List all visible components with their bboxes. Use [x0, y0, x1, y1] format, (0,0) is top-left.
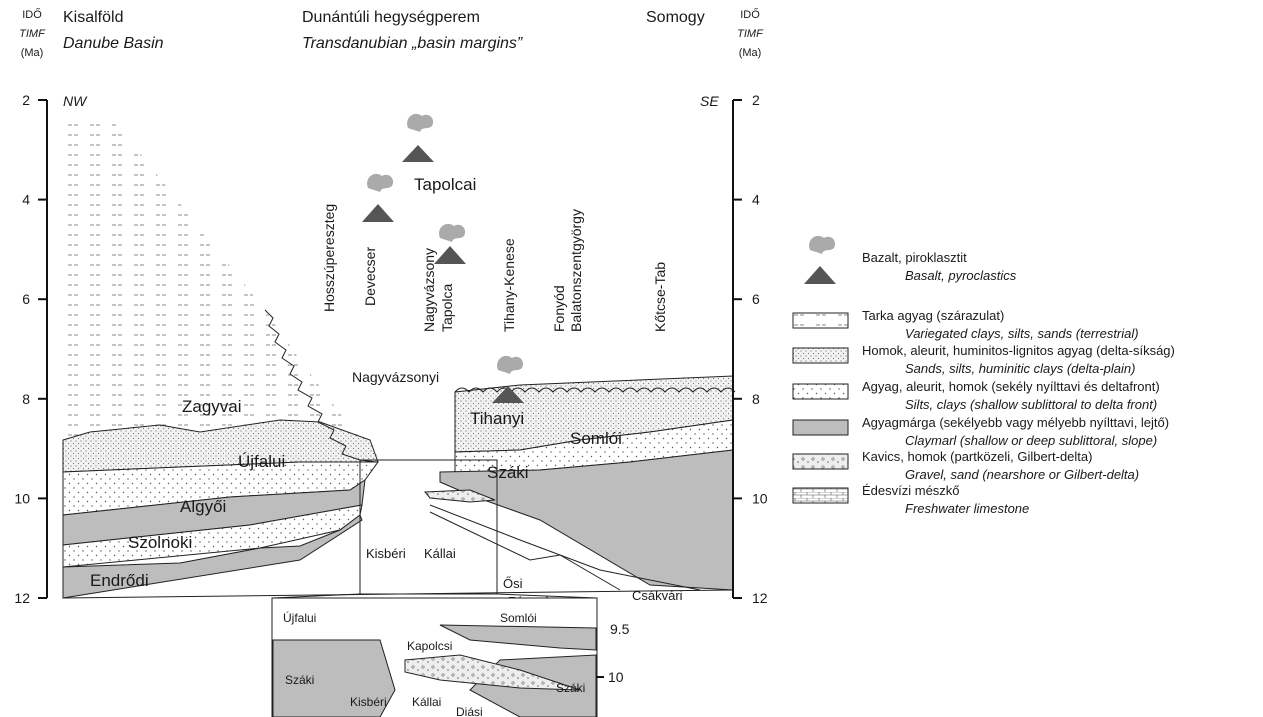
legend-swatch	[793, 348, 848, 363]
axis-label: IDŐ	[740, 7, 760, 21]
tick-label: 4	[22, 192, 30, 208]
legend-label-en: Silts, clays (shallow sublittoral to del…	[905, 397, 1157, 412]
legend-label-en: Variegated clays, silts, sands (terrestr…	[905, 326, 1139, 341]
tick-label: 10	[752, 490, 768, 506]
legend-swatch	[793, 454, 848, 469]
volcano	[402, 114, 434, 162]
legend-label: Agyag, aleurit, homok (sekély nyílttavi …	[862, 379, 1160, 394]
formation-label: Újfalui	[238, 452, 285, 471]
formation-label: Zagyvai	[182, 397, 242, 416]
formation-label: Szolnoki	[128, 533, 192, 552]
tick-label: 8	[22, 391, 30, 407]
axis-unit: (Ma)	[21, 47, 44, 59]
legend-swatch	[793, 488, 848, 503]
direction-label: SE	[700, 93, 719, 109]
legend-label-en: Claymarl (shallow or deep sublittoral, s…	[905, 433, 1157, 448]
axis-label: TIMF	[19, 28, 46, 40]
legend-label-en: Freshwater limestone	[905, 501, 1029, 516]
locality: Balatonszentgyörgy	[568, 209, 584, 332]
axis-label: IDŐ	[22, 7, 42, 21]
legend-text: Bazalt, piroklasztit Basalt, pyroclastics…	[862, 250, 1175, 516]
tick-label: 6	[752, 291, 760, 307]
locality: Nagyvázsony	[421, 248, 437, 332]
tick-label: 8	[752, 391, 760, 407]
inset-label: Kapolcsi	[407, 639, 452, 653]
inset: Újfalui Somlói Kapolcsi Száki Kisbéri Ká…	[272, 598, 630, 717]
locality: Hosszúpereszteg	[321, 204, 337, 312]
inset-label: Somlói	[500, 611, 537, 625]
legend-label: Tarka agyag (szárazulat)	[862, 308, 1004, 323]
legend-label: Homok, aleurit, huminitos-lignitos agyag…	[862, 343, 1175, 358]
legend-label-en: Gravel, sand (nearshore or Gilbert-delta…	[905, 467, 1139, 482]
legend-swatch	[793, 313, 848, 328]
formation-label: Kállai	[424, 546, 456, 561]
inset-label: Újfalui	[283, 610, 316, 625]
legend-swatch	[793, 384, 848, 399]
formation-label: Algyői	[180, 497, 226, 516]
region-title: Dunántúli hegységperem	[302, 9, 480, 26]
legend-label: Édesvízi mészkő	[862, 483, 960, 498]
formation-label: Endrődi	[90, 571, 149, 590]
axis-label: TIMF	[737, 28, 764, 40]
right-axis-label: IDŐ TIMF (Ma)	[737, 7, 764, 59]
legend-label-en: Sands, silts, huminitic clays (delta-pla…	[905, 361, 1135, 376]
left-axis-label: IDŐ TIMF (Ma)	[19, 7, 46, 59]
tick-label: 2	[22, 92, 30, 108]
localities: Hosszúpereszteg Devecser Nagyvázsony Tap…	[321, 204, 668, 332]
formation-label: Száki	[487, 463, 529, 482]
legend-symbol	[804, 236, 836, 284]
inset-label: Kisbéri	[350, 695, 387, 709]
region-subtitle: Transdanubian „basin margins”	[302, 35, 523, 52]
region-title: Kisalföld	[63, 9, 123, 26]
formation-label: Nagyvázsonyi	[352, 369, 439, 385]
tick-label: 2	[752, 92, 760, 108]
locality: Tapolca	[439, 284, 455, 332]
axis-unit: (Ma)	[739, 47, 762, 59]
formation-label: Tihanyi	[470, 409, 524, 428]
direction-label: NW	[63, 93, 88, 109]
inset-label: Kállai	[412, 695, 441, 709]
formation-label: Ősi	[503, 576, 523, 591]
locality: Kőtcse-Tab	[652, 262, 668, 332]
legend-label: Kavics, homok (partközeli, Gilbert-delta…	[862, 449, 1092, 464]
volcano	[434, 224, 466, 264]
tick-label: 12	[752, 590, 768, 606]
locality: Tihany-Kenese	[501, 238, 517, 332]
formation-label: Csákvári	[632, 588, 683, 603]
volcanoes	[362, 114, 524, 403]
volcano	[362, 174, 394, 222]
tick-label: 10	[14, 490, 30, 506]
legend-label: Agyagmárga (sekélyebb vagy mélyebb nyílt…	[862, 415, 1169, 430]
tick-label: 12	[14, 590, 30, 606]
strata	[63, 118, 735, 598]
inset-tick: 9.5	[610, 621, 630, 637]
stratum-claymarl	[440, 450, 733, 590]
diagram: Kisalföld Danube Basin Dunántúli hegység…	[0, 0, 1263, 717]
legend-swatch	[793, 420, 848, 435]
locality: Fonyód	[551, 285, 567, 332]
region-title: Somogy	[646, 9, 705, 26]
inset-label: Száki	[285, 673, 314, 687]
region-subtitle: Danube Basin	[63, 35, 164, 52]
inset-tick: 10	[608, 669, 624, 685]
legend-label: Bazalt, piroklasztit	[862, 250, 967, 265]
inset-label: Száki	[556, 681, 585, 695]
inset-label: Diási	[456, 705, 483, 717]
formation-label: Somlói	[570, 429, 622, 448]
tick-label: 6	[22, 291, 30, 307]
tick-label: 4	[752, 192, 760, 208]
locality: Devecser	[362, 247, 378, 306]
legend: Bazalt, piroklasztit Basalt, pyroclastics…	[793, 236, 1175, 516]
legend-label-en: Basalt, pyroclastics	[905, 268, 1017, 283]
formation-label: Kisbéri	[366, 546, 406, 561]
formation-label: Tapolcai	[414, 175, 476, 194]
